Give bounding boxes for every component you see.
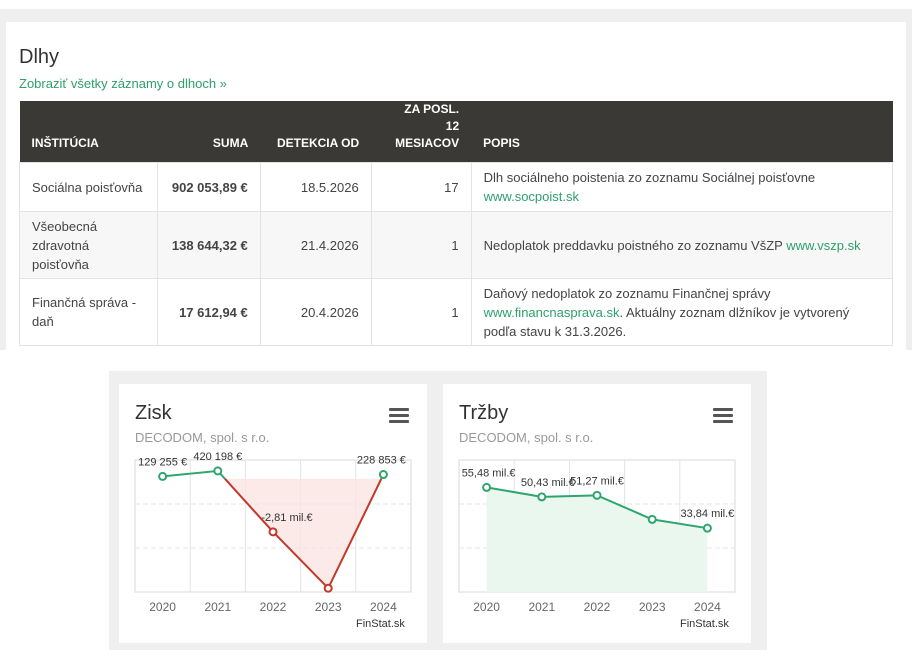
header-description[interactable]: POPIS	[471, 101, 893, 163]
profit-chart-credit[interactable]: FinStat.sk	[356, 618, 405, 630]
revenue-point	[647, 514, 657, 524]
profit-x-tick: 2023	[315, 600, 342, 614]
header-last12-line2: 12 MESIACOV	[395, 119, 460, 150]
revenue-chart-credit[interactable]: FinStat.sk	[680, 618, 729, 630]
profit-data-label: -2,81 mil.€	[261, 512, 312, 524]
row-detection: 21.4.2026	[259, 211, 372, 279]
row-count: 17	[370, 162, 472, 212]
revenue-chart-subtitle: DECODOM, spol. s r.o.	[459, 430, 594, 445]
revenue-x-tick: 2024	[694, 600, 721, 614]
revenue-chart: 55,48 mil.€ 50,43 mil.€51,27 mil.€ 33,84 m…	[458, 459, 736, 614]
profit-point	[268, 527, 278, 537]
revenue-data-label: 33,84 mil.€	[680, 508, 734, 520]
profit-point	[323, 583, 333, 593]
row-detection: 20.4.2026	[259, 278, 372, 346]
profit-x-tick: 2021	[204, 600, 231, 614]
profit-data-label: 228 853 €	[357, 455, 406, 467]
revenue-chart-title: Tržby	[459, 402, 509, 424]
revenue-x-tick: 2020	[473, 600, 500, 614]
socpoist-link[interactable]: www.socpoist.sk	[483, 189, 580, 204]
profit-x-tick: 2022	[260, 600, 287, 614]
profit-data-label: 129 255 €	[138, 456, 187, 468]
revenue-area	[486, 487, 708, 592]
debts-table-header: INŠTITÚCIA SUMA DETEKCIA OD ZA POSL. 12 M…	[19, 101, 893, 163]
row-description: Nedoplatok preddavku poistného zo zoznam…	[470, 211, 894, 279]
show-all-debts-link[interactable]: Zobraziť všetky záznamy o dlhoch »	[19, 76, 227, 91]
profit-plot-frame	[134, 459, 412, 593]
revenue-x-tick: 2022	[584, 600, 611, 614]
desc-text: Nedoplatok preddavku poistného zo zoznam…	[483, 237, 783, 253]
profit-point	[378, 470, 388, 480]
row-description: Daňový nedoplatok zo zoznamu Finančnej s…	[470, 278, 894, 346]
header-detection[interactable]: DETEKCIA OD	[260, 101, 372, 163]
desc-after: . Aktuálny zoznam dlžníkov je vytvorený …	[483, 304, 850, 339]
charts-section: Zisk DECODOM, spol. s r.o. 129 255 € 420 …	[109, 371, 767, 650]
debts-title: Dlhy	[19, 46, 60, 68]
profit-segment	[224, 478, 274, 533]
revenue-point	[592, 490, 602, 500]
row-count: 1	[370, 278, 472, 346]
debts-section: Dlhy Zobraziť všetky záznamy o dlhoch » …	[0, 9, 912, 350]
row-amount: 902 053,89 €	[156, 162, 261, 212]
row-institution: Finančná správa - daň	[19, 278, 158, 346]
revenue-point	[537, 492, 547, 502]
profit-chart: 129 255 € 420 198 € -2,81 mil.€ 228 853 € 20…	[134, 451, 412, 614]
row-count: 1	[370, 211, 472, 279]
profit-x-tick: 2024	[370, 600, 397, 614]
desc-text: Dlh sociálneho poistenia zo zoznamu Soci…	[483, 170, 816, 185]
revenue-x-tick: 2023	[639, 600, 666, 614]
revenue-point	[702, 523, 712, 533]
row-amount: 17 612,94 €	[156, 278, 261, 346]
revenue-data-label: 50,43 mil.€	[521, 477, 575, 489]
profit-data-label: 420 198 €	[193, 451, 242, 463]
profit-segment	[327, 478, 383, 589]
revenue-point	[482, 482, 492, 492]
header-institution[interactable]: INŠTITÚCIA	[19, 101, 158, 163]
profit-point	[158, 471, 168, 481]
profit-x-tick: 2020	[149, 600, 176, 614]
row-institution: Všeobecná zdravotná poisťovňa	[19, 211, 158, 279]
row-institution: Sociálna poisťovňa	[19, 162, 158, 212]
vszp-link[interactable]: www.vszp.sk	[786, 237, 861, 253]
profit-negative-area	[224, 478, 382, 589]
profit-segment	[162, 469, 218, 478]
revenue-menu-icon[interactable]	[713, 408, 733, 424]
revenue-x-tick: 2021	[528, 600, 555, 614]
row-detection: 18.5.2026	[259, 162, 372, 212]
row-description: Dlh sociálneho poistenia zo zoznamu Soci…	[470, 162, 894, 212]
profit-point	[213, 466, 223, 476]
header-last12[interactable]: ZA POSL. 12 MESIACOV	[371, 101, 472, 163]
row-amount: 138 644,32 €	[156, 211, 261, 279]
revenue-chart-card: Tržby DECODOM, spol. s r.o. 55,48 mil.€ 5…	[443, 384, 751, 643]
desc-text: Daňový nedoplatok zo zoznamu Finančnej s…	[483, 285, 771, 301]
revenue-data-label: 51,27 mil.€	[570, 475, 624, 487]
table-row: Sociálna poisťovňa 902 053,89 € 18.5.202…	[19, 162, 894, 212]
header-amount[interactable]: SUMA	[157, 101, 261, 163]
profit-menu-icon[interactable]	[389, 408, 409, 424]
profit-chart-card: Zisk DECODOM, spol. s r.o. 129 255 € 420 …	[119, 384, 427, 643]
revenue-data-label: 55,48 mil.€	[462, 467, 516, 479]
debts-card: Dlhy Zobraziť všetky záznamy o dlhoch » …	[6, 22, 906, 350]
financnasprava-link[interactable]: www.financnasprava.sk	[483, 304, 620, 320]
debts-table: INŠTITÚCIA SUMA DETEKCIA OD ZA POSL. 12 M…	[19, 101, 894, 346]
table-row: Všeobecná zdravotná poisťovňa 138 644,32…	[19, 211, 894, 279]
profit-segment	[272, 531, 329, 589]
table-row: Finančná správa - daň 17 612,94 € 20.4.2…	[19, 278, 894, 346]
profit-chart-title: Zisk	[135, 402, 172, 424]
header-last12-line1: ZA POSL.	[404, 102, 460, 116]
profit-chart-subtitle: DECODOM, spol. s r.o.	[135, 430, 270, 445]
